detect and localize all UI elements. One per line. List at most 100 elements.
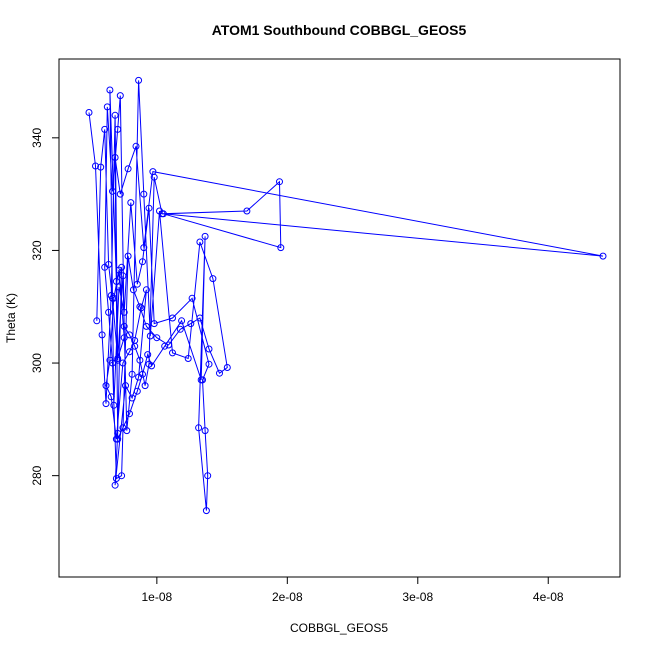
data-point bbox=[150, 320, 158, 328]
data-point bbox=[85, 109, 93, 116]
data-point bbox=[128, 394, 136, 402]
data-point bbox=[169, 314, 176, 322]
y-axis-title: Theta (K) bbox=[4, 293, 18, 343]
data-point bbox=[119, 359, 127, 367]
data-point bbox=[148, 362, 156, 370]
data-point bbox=[127, 199, 135, 207]
data-point bbox=[223, 364, 231, 371]
data-point bbox=[188, 294, 196, 302]
x-axis-title: COBBGL_GEOS5 bbox=[290, 621, 388, 635]
data-point bbox=[106, 86, 114, 94]
data-point bbox=[140, 244, 148, 252]
data-point bbox=[98, 331, 106, 339]
data-point bbox=[202, 507, 210, 515]
data-point bbox=[115, 283, 123, 291]
data-point bbox=[153, 334, 161, 342]
y-tick-label: 280 bbox=[30, 465, 44, 485]
data-point bbox=[142, 286, 150, 294]
data-point bbox=[116, 190, 124, 198]
data-point bbox=[115, 266, 123, 274]
y-axis: 280 300 320 340 bbox=[30, 127, 60, 486]
data-point bbox=[159, 210, 167, 218]
data-point bbox=[129, 286, 137, 294]
data-point bbox=[107, 393, 115, 401]
data-point bbox=[178, 317, 186, 325]
data-point bbox=[93, 317, 101, 325]
x-tick-label: 3e-08 bbox=[402, 590, 433, 604]
data-point bbox=[112, 475, 120, 482]
data-point bbox=[109, 294, 116, 302]
data-point bbox=[105, 261, 113, 268]
data-point bbox=[176, 325, 184, 333]
chart-title: ATOM1 Southbound COBBGL_GEOS5 bbox=[212, 22, 467, 38]
data-point bbox=[199, 376, 206, 384]
data-point bbox=[149, 168, 157, 176]
data-point bbox=[196, 314, 204, 322]
data-point bbox=[126, 348, 133, 356]
data-point bbox=[120, 308, 128, 316]
data-point bbox=[144, 351, 152, 359]
data-point bbox=[111, 111, 119, 119]
data-point bbox=[136, 356, 144, 364]
data-point bbox=[135, 76, 143, 84]
data-point bbox=[205, 345, 213, 353]
data-point bbox=[119, 424, 127, 432]
data-point bbox=[124, 252, 132, 260]
data-point bbox=[92, 162, 99, 170]
data-point bbox=[145, 204, 153, 212]
y-tick-label: 340 bbox=[30, 127, 44, 147]
data-point bbox=[205, 360, 213, 368]
data-point bbox=[201, 427, 209, 435]
x-axis: 1e-08 2e-08 3e-08 4e-08 bbox=[141, 576, 564, 604]
data-point bbox=[277, 244, 285, 252]
data-point bbox=[276, 178, 283, 186]
data-point bbox=[120, 322, 128, 330]
data-point bbox=[136, 303, 144, 311]
data-point bbox=[119, 272, 127, 280]
x-tick-label: 4e-08 bbox=[533, 590, 564, 604]
data-point bbox=[201, 232, 209, 240]
data-point bbox=[101, 125, 109, 133]
data-point bbox=[106, 356, 114, 364]
data-point bbox=[187, 320, 195, 328]
data-point bbox=[195, 424, 203, 432]
data-point bbox=[124, 165, 132, 173]
data-point bbox=[102, 382, 110, 390]
data-point bbox=[146, 332, 154, 340]
data-point bbox=[122, 382, 129, 390]
data-point bbox=[118, 472, 126, 480]
data-point bbox=[110, 401, 118, 409]
data-point bbox=[116, 92, 124, 100]
data-point bbox=[196, 238, 204, 246]
series-line bbox=[88, 80, 604, 511]
data-point bbox=[126, 410, 133, 418]
data-point bbox=[111, 154, 119, 161]
y-tick-label: 320 bbox=[30, 240, 44, 260]
data-point bbox=[142, 322, 150, 330]
x-tick-label: 1e-08 bbox=[141, 590, 172, 604]
data-point bbox=[137, 304, 145, 312]
data-point bbox=[105, 308, 113, 316]
data-point bbox=[132, 142, 140, 150]
data-point bbox=[111, 481, 119, 489]
data-point bbox=[112, 277, 120, 285]
data-point bbox=[114, 125, 122, 133]
data-point bbox=[165, 341, 173, 349]
data-point bbox=[126, 331, 133, 339]
x-tick-label: 2e-08 bbox=[272, 590, 303, 604]
data-point bbox=[204, 472, 212, 480]
data-point bbox=[599, 252, 607, 260]
data-point bbox=[133, 387, 141, 395]
data-point bbox=[112, 435, 120, 443]
data-point bbox=[139, 258, 146, 266]
data-layer bbox=[85, 76, 607, 515]
data-point bbox=[114, 355, 122, 362]
data-point bbox=[102, 400, 110, 408]
data-point bbox=[128, 370, 136, 378]
data-point bbox=[161, 342, 169, 350]
data-point bbox=[120, 334, 128, 342]
data-point bbox=[216, 369, 223, 377]
data-point bbox=[209, 275, 217, 283]
data-point bbox=[103, 103, 111, 111]
